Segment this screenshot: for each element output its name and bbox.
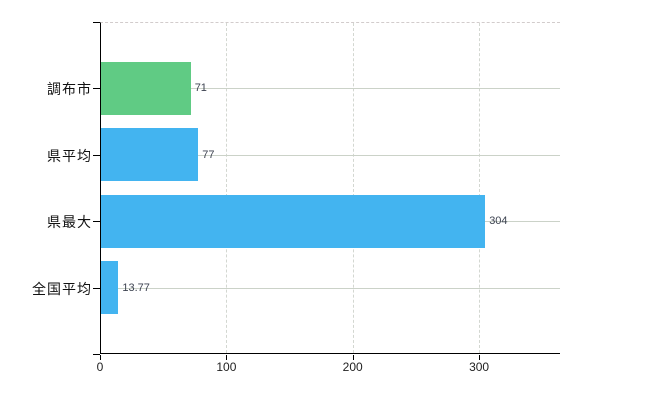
y-tick (93, 88, 100, 90)
bar-value-label: 77 (202, 148, 215, 161)
h-gridline (101, 88, 560, 90)
y-tick (93, 154, 100, 156)
category-label: 県平均 (47, 147, 92, 164)
category-label: 調布市 (47, 81, 92, 98)
y-tick (93, 221, 100, 223)
x-tick (352, 355, 354, 360)
y-tick (93, 354, 100, 355)
x-tick-label: 300 (469, 360, 490, 374)
bar-value-label: 71 (194, 82, 207, 95)
category-label: 県最大 (47, 214, 92, 231)
v-gridline (352, 23, 354, 353)
h-gridline (101, 287, 560, 289)
bar[interactable] (101, 128, 199, 182)
category-label: 全国平均 (32, 280, 92, 297)
bar-value-label: 304 (489, 215, 508, 228)
bar-value-label: 13.77 (122, 281, 150, 294)
v-gridline (479, 23, 481, 353)
v-gridline (226, 23, 228, 353)
plot-area (100, 22, 560, 354)
y-tick (93, 22, 100, 23)
x-tick-label: 0 (96, 360, 104, 374)
bar[interactable] (101, 194, 486, 248)
bar[interactable] (101, 61, 191, 115)
y-tick (93, 287, 100, 289)
h-gridline (101, 154, 560, 156)
x-tick (479, 355, 481, 360)
x-tick (226, 355, 228, 360)
bar[interactable] (101, 261, 119, 315)
x-tick-label: 200 (342, 360, 363, 374)
x-tick-label: 100 (216, 360, 237, 374)
x-tick (100, 355, 101, 360)
